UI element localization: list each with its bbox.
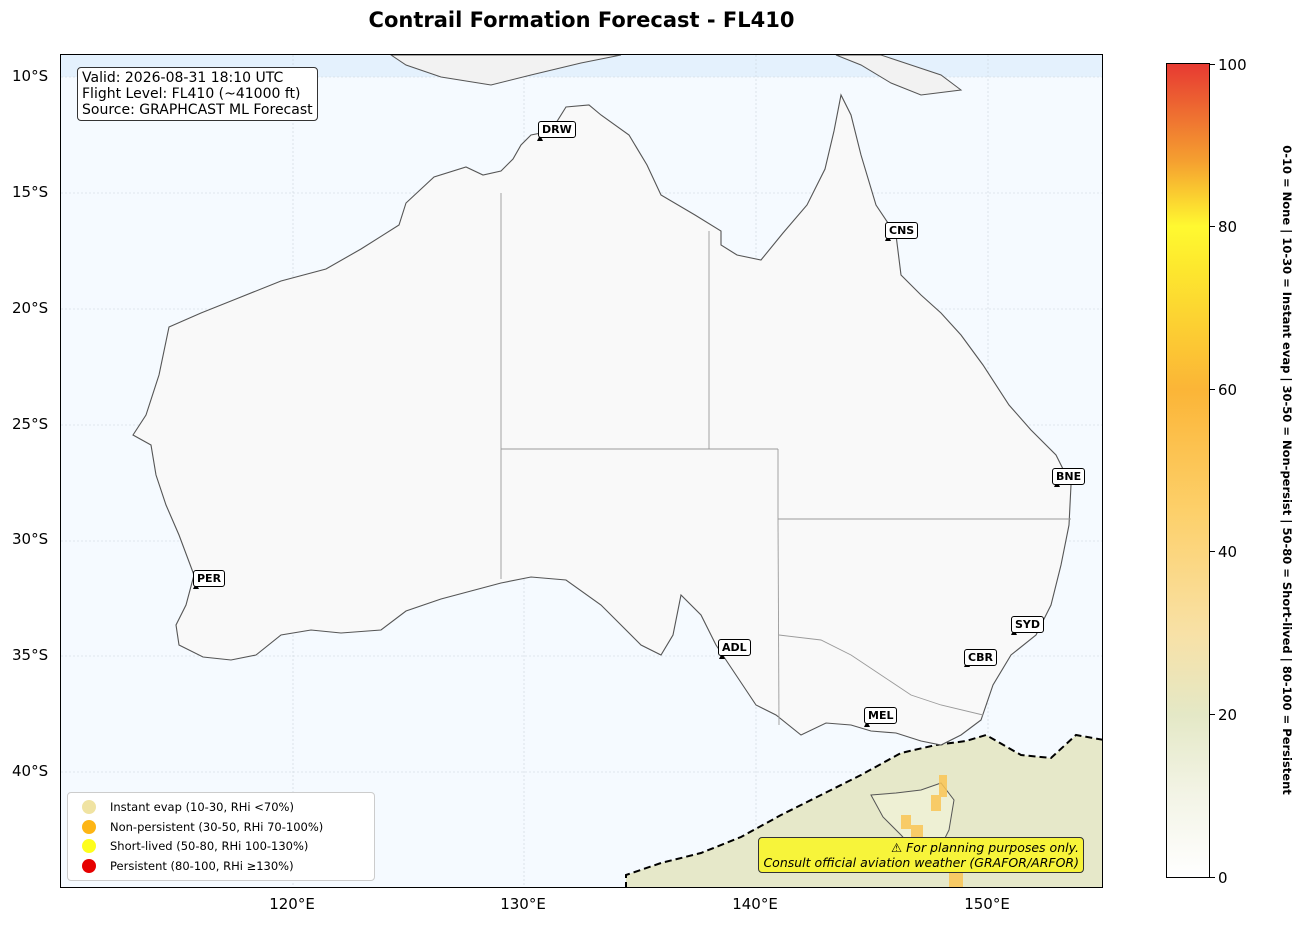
legend-item-persistent: Persistent (80-100, RHi ≥130%) [74, 856, 368, 876]
city-label-cns: CNS [885, 222, 919, 239]
contrail-boundary [625, 733, 1102, 887]
legend-dot-icon [82, 819, 96, 834]
city-label-bne: BNE [1052, 468, 1086, 485]
lat-tick-20s: 20°S [12, 299, 49, 317]
colorbar-tick-mark [1210, 64, 1215, 65]
colorbar-tick-mark [1210, 877, 1215, 878]
lat-tick-25s: 25°S [12, 415, 49, 433]
colorbar [1166, 63, 1210, 878]
legend-item-short-lived: Short-lived (50-80, RHi 100-130%) [74, 836, 368, 856]
lat-tick-35s: 35°S [12, 646, 49, 664]
colorbar-tick-mark [1210, 714, 1215, 715]
forecast-source: Source: GRAPHCAST ML Forecast [82, 102, 313, 118]
colorbar-label: 0-10 = None | 10-30 = Instant evap | 30-… [1280, 145, 1294, 795]
city-label-mel: MEL [864, 707, 898, 724]
map-panel[interactable]: DRW CNS BNE PER SYD ADL CBR MEL Valid: 2… [60, 54, 1103, 888]
legend-label: Short-lived (50-80, RHi 100-130%) [110, 839, 309, 854]
legend-item-instant-evap: Instant evap (10-30, RHi <70%) [74, 797, 368, 817]
city-label-syd: SYD [1011, 616, 1045, 633]
legend-label: Persistent (80-100, RHi ≥130%) [110, 859, 294, 874]
warning-line-2: Consult official aviation weather (GRAFO… [763, 855, 1079, 870]
forecast-info-box: Valid: 2026-08-31 18:10 UTC Flight Level… [77, 67, 318, 121]
new-guinea-east [835, 55, 963, 96]
map-canvas [61, 55, 1102, 887]
new-guinea [390, 55, 622, 86]
lon-tick-120e: 120°E [269, 895, 315, 913]
lat-tick-10s: 10°S [12, 67, 49, 85]
colorbar-tick-mark [1210, 551, 1215, 552]
warning-line-1: ⚠ For planning purposes only. [891, 840, 1079, 855]
lat-tick-15s: 15°S [12, 183, 49, 201]
city-label-per: PER [193, 570, 226, 587]
lon-tick-130e: 130°E [500, 895, 546, 913]
city-label-adl: ADL [718, 639, 751, 656]
map-legend: Instant evap (10-30, RHi <70%) Non-persi… [67, 791, 375, 881]
ocean-north-band [61, 55, 1102, 77]
legend-dot-icon [82, 839, 96, 854]
colorbar-tick-80: 80 [1218, 218, 1238, 236]
chart-title: Contrail Formation Forecast - FL410 [368, 8, 795, 32]
legend-item-non-persistent: Non-persistent (30-50, RHi 70-100%) [74, 817, 368, 837]
flight-level: Flight Level: FL410 (~41000 ft) [82, 86, 301, 102]
colorbar-tick-40: 40 [1218, 543, 1238, 561]
planning-warning: ⚠ For planning purposes only. Consult of… [758, 837, 1084, 873]
lat-tick-40s: 40°S [12, 762, 49, 780]
colorbar-tick-20: 20 [1218, 706, 1238, 724]
legend-dot-icon [82, 799, 96, 814]
colorbar-tick-100: 100 [1218, 56, 1247, 74]
valid-time: Valid: 2026-08-31 18:10 UTC [82, 70, 284, 86]
city-label-cbr: CBR [964, 649, 997, 666]
lon-tick-150e: 150°E [964, 895, 1010, 913]
city-label-drw: DRW [538, 121, 576, 138]
legend-label: Instant evap (10-30, RHi <70%) [110, 799, 294, 814]
colorbar-tick-mark [1210, 226, 1215, 227]
lat-tick-30s: 30°S [12, 530, 49, 548]
state-borders [500, 193, 1071, 726]
legend-dot-icon [82, 859, 96, 874]
colorbar-tick-60: 60 [1218, 381, 1238, 399]
legend-label: Non-persistent (30-50, RHi 70-100%) [110, 819, 324, 834]
lon-tick-140e: 140°E [732, 895, 778, 913]
colorbar-tick-mark [1210, 389, 1215, 390]
colorbar-tick-0: 0 [1218, 869, 1228, 887]
